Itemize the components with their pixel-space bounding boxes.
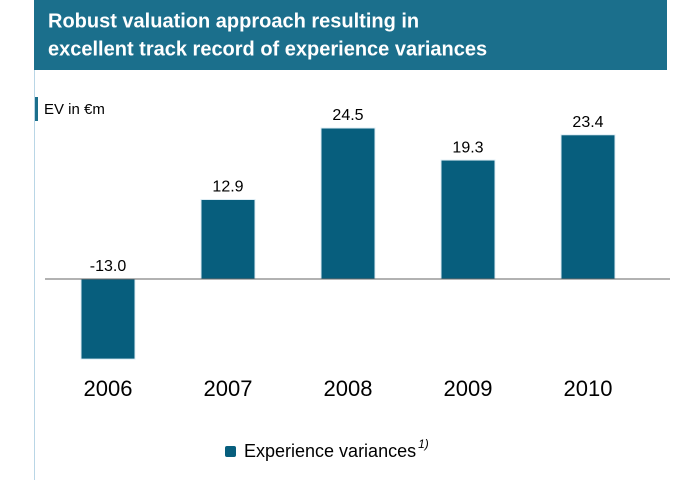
header-band [34,0,667,70]
chart-title: excellent track record of experience var… [48,38,487,60]
data-label: -13.0 [90,258,127,275]
x-tick-label: 2007 [204,376,253,401]
legend-note: 1) [418,437,429,451]
bar [200,198,256,280]
x-tick-label: 2010 [564,376,613,401]
legend-swatch [225,446,236,457]
data-label: 12.9 [212,179,243,196]
x-tick-label: 2009 [444,376,493,401]
label-marker [35,97,38,121]
bar [440,159,496,280]
x-tick-label: 2008 [324,376,373,401]
x-tick-label: 2006 [84,376,133,401]
bar [320,127,376,280]
data-label: 19.3 [452,139,483,156]
chart-title: Robust valuation approach resulting in [48,10,419,32]
data-label: 24.5 [332,107,363,124]
legend-text: Experience variances [244,441,416,461]
data-label: 23.4 [572,114,603,131]
bar [560,134,616,280]
y-axis-label: EV in €m [44,101,105,118]
legend-label: Experience variances 1) [244,437,429,461]
bar [80,278,136,360]
